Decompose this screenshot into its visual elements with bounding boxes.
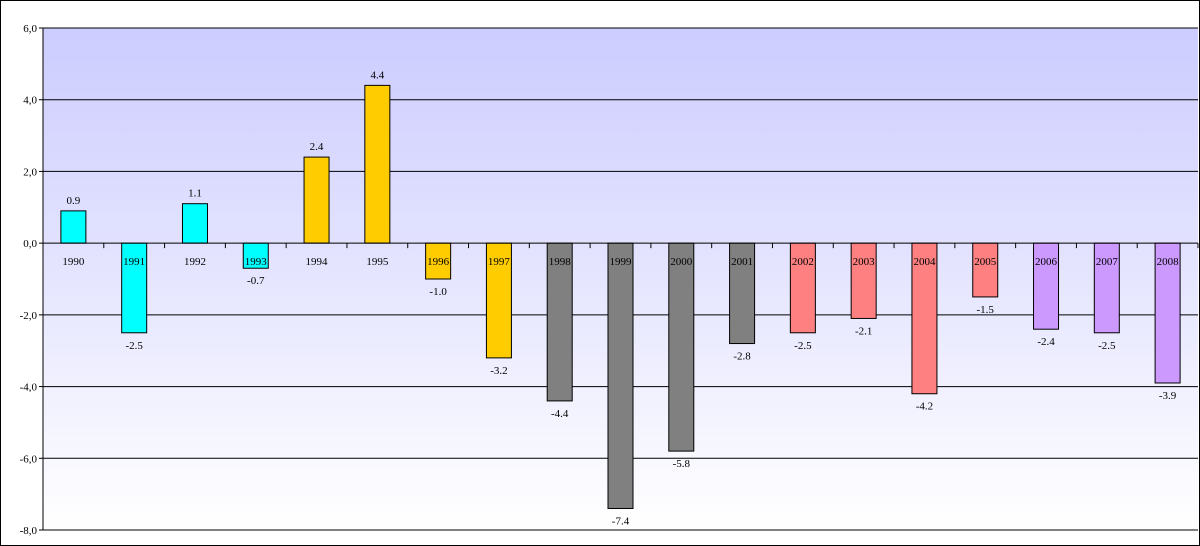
category-label: 1994	[306, 256, 329, 268]
category-label: 1992	[184, 256, 206, 268]
bar	[303, 156, 330, 244]
category-label: 2001	[731, 256, 753, 268]
y-tick-label: -2,0	[20, 310, 38, 322]
bar	[972, 242, 999, 298]
data-label: -3.2	[490, 365, 507, 377]
bars	[60, 84, 1181, 509]
bar	[1033, 242, 1060, 330]
bar	[1154, 242, 1181, 384]
bar	[242, 242, 269, 269]
data-label: -0.7	[247, 275, 265, 287]
bar	[607, 242, 634, 509]
category-label: 1998	[549, 256, 572, 268]
data-label: -7.4	[612, 515, 630, 527]
data-label: 4.4	[370, 69, 384, 81]
data-label: -4.4	[551, 408, 569, 420]
category-label: 1991	[123, 256, 145, 268]
category-label: 2007	[1096, 256, 1119, 268]
category-label: 1999	[610, 256, 633, 268]
bar	[121, 242, 148, 334]
category-label: 2006	[1035, 256, 1058, 268]
category-label: 2000	[670, 256, 693, 268]
data-label: 2.4	[310, 141, 324, 153]
data-label: 0.9	[67, 195, 81, 207]
data-label: -1.0	[429, 286, 447, 298]
data-label: 1.1	[188, 188, 202, 200]
axes	[42, 28, 1199, 531]
category-label: 1997	[488, 256, 511, 268]
bar	[181, 203, 208, 244]
data-label: -3.9	[1159, 390, 1177, 402]
data-label: -2.5	[1098, 340, 1116, 352]
y-tick-label: -6,0	[20, 453, 38, 465]
bar	[1093, 242, 1120, 334]
data-label: -2.1	[855, 325, 872, 337]
data-label: -2.5	[794, 340, 812, 352]
y-tick-label: -8,0	[20, 525, 38, 537]
bar	[789, 242, 816, 334]
category-label: 2008	[1157, 256, 1180, 268]
y-tick-label: -4,0	[20, 382, 38, 394]
category-label: 2002	[792, 256, 814, 268]
bar	[911, 242, 938, 395]
bar	[546, 242, 573, 402]
bar	[485, 242, 512, 359]
bar	[60, 210, 87, 244]
bar	[729, 242, 756, 345]
y-tick-label: 4,0	[23, 95, 37, 107]
category-label: 1995	[366, 256, 389, 268]
data-label: -2.4	[1037, 336, 1055, 348]
data-label: -5.8	[673, 458, 691, 470]
data-label: -1.5	[977, 304, 995, 316]
data-label: -2.8	[733, 351, 751, 363]
y-tick-label: 2,0	[23, 166, 37, 178]
bar	[850, 242, 877, 319]
category-labels: 1990 1991 1992 1993 1994 1995 1996 1997 1998 1999…	[62, 256, 1179, 268]
bar	[668, 242, 695, 452]
category-label: 2004	[913, 256, 936, 268]
data-label: -2.5	[125, 340, 143, 352]
bar	[364, 84, 391, 244]
category-label: 1996	[427, 256, 450, 268]
category-label: 2003	[853, 256, 876, 268]
y-tick-label: 0,0	[23, 238, 37, 250]
data-label: -4.2	[916, 401, 933, 413]
category-label: 2005	[974, 256, 997, 268]
category-label: 1993	[245, 256, 268, 268]
category-label: 1990	[62, 256, 85, 268]
y-axis-ticks: 6,0 4,0 2,0 0,0 -2,0 -4,0 -6,0 -8,0	[20, 23, 43, 537]
data-labels: 0.9 -2.5 1.1 -0.7 2.4 4.4 -1.0 -3.2 -4.4 -7.4 -5.8…	[67, 69, 1177, 527]
y-tick-label: 6,0	[23, 23, 37, 35]
